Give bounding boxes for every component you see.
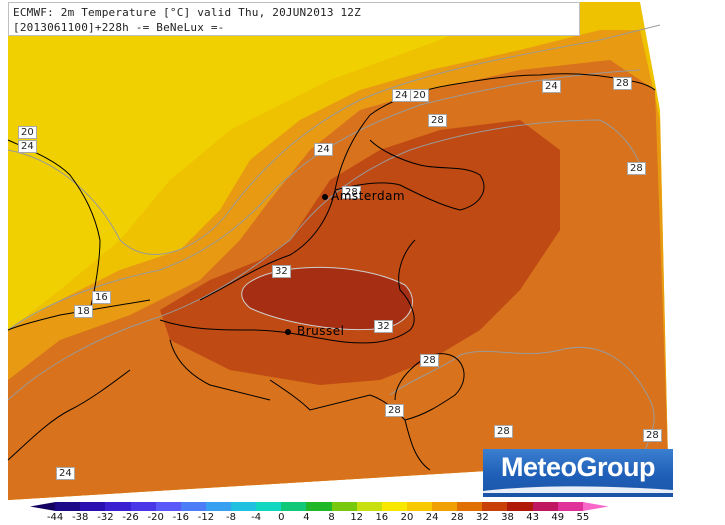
- colorbar-segment: [281, 502, 307, 511]
- colorbar-tick-label: 12: [350, 512, 364, 523]
- colorbar-segment: [381, 502, 408, 511]
- colorbar-segment: [507, 502, 534, 511]
- colorbar-segment: [256, 502, 282, 511]
- colorbar-tick-label: -26: [122, 512, 139, 523]
- colorbar-tick-label: 24: [425, 512, 439, 523]
- colorbar-segment: [532, 502, 559, 511]
- isotherm-label: 24: [314, 143, 333, 156]
- city-label-brussel: Brussel: [297, 324, 345, 338]
- colorbar-segment: [482, 502, 508, 511]
- colorbar-tick-label: 20: [400, 512, 414, 523]
- colorbar-segment: [356, 502, 383, 511]
- colorbar-tick-label: -16: [172, 512, 189, 523]
- isotherm-label: 20: [18, 126, 37, 139]
- colorbar-tick-label: 28: [450, 512, 464, 523]
- isotherm-label: 24: [392, 89, 411, 102]
- colorbar-segment: [457, 502, 483, 511]
- colorbar-tick-label: 43: [526, 512, 539, 523]
- temperature-field-pale: [8, 2, 520, 330]
- isotherm-label: 20: [410, 89, 429, 102]
- isotherm-label: 24: [18, 140, 37, 153]
- colorbar-tick-label: 4: [303, 512, 310, 523]
- header-title: ECMWF: 2m Temperature [°C] valid Thu, 20…: [13, 6, 361, 19]
- colorbar-segment: [55, 502, 81, 511]
- isotherm-label: 28: [428, 114, 447, 127]
- colorbar-tick-label: -44: [46, 512, 64, 523]
- colorbar-tick-label: -8: [226, 512, 237, 523]
- colorbar-segment: [130, 502, 157, 511]
- logo-swoosh-icon: [483, 486, 673, 493]
- colorbar-tick-label: -20: [147, 512, 164, 523]
- colorbar-segment: [80, 502, 106, 511]
- temperature-colorbar: [30, 502, 609, 511]
- logo-text: MeteoGroup: [501, 452, 656, 482]
- country-borders: [7, 73, 656, 471]
- colorbar-segment: [306, 502, 333, 511]
- colorbar-segment: [582, 502, 609, 511]
- colorbar-segment: [180, 502, 207, 511]
- isotherm-label: 28: [613, 77, 632, 90]
- header-run-info: [2013061100]+228h -= BeNeLux =-: [13, 21, 225, 34]
- colorbar-tick-label: -12: [197, 512, 215, 523]
- isotherm-label: 28: [342, 186, 361, 199]
- colorbar-tick-label: 32: [475, 512, 489, 523]
- colorbar-tick-label: 38: [501, 512, 514, 523]
- colorbar-segment: [231, 502, 257, 511]
- city-marker-amsterdam: [322, 194, 328, 200]
- isotherm-label: 24: [56, 467, 75, 480]
- colorbar-segment: [105, 502, 132, 511]
- colorbar-segment: [432, 502, 458, 511]
- isotherm-label: 16: [92, 291, 111, 304]
- isotherm-label: 28: [494, 425, 513, 438]
- colorbar-segment: [557, 502, 584, 511]
- isotherm-label: 32: [272, 265, 291, 278]
- meteogroup-logo: MeteoGroup: [483, 449, 673, 497]
- colorbar-tick-label: 0: [278, 512, 285, 523]
- isotherm-label: 24: [542, 80, 561, 93]
- colorbar-tick-label: 55: [576, 512, 590, 523]
- colorbar-segment: [331, 502, 358, 511]
- colorbar-segment: [30, 502, 56, 511]
- city-label-amsterdam: Amsterdam: [331, 189, 406, 203]
- colorbar-tick-label: -38: [72, 512, 89, 523]
- colorbar-segment: [406, 502, 433, 511]
- colorbar-tick-label: 49: [551, 512, 565, 523]
- colorbar-tick-label: -4: [251, 512, 262, 523]
- isotherm-label: 32: [374, 320, 393, 333]
- colorbar-tick-label: 8: [328, 512, 335, 523]
- map-header: ECMWF: 2m Temperature [°C] valid Thu, 20…: [8, 2, 580, 36]
- isotherm-label: 18: [74, 305, 93, 318]
- colorbar-segment: [205, 502, 232, 511]
- city-marker-brussel: [285, 329, 291, 335]
- isotherm-label: 28: [643, 429, 662, 442]
- temperature-field-32: [241, 267, 413, 330]
- colorbar-tick-label: -32: [97, 512, 114, 523]
- temperature-field-28: [160, 120, 560, 385]
- isotherm-label: 28: [627, 162, 646, 175]
- colorbar-segment: [155, 502, 182, 511]
- isotherm-label: 28: [420, 354, 439, 367]
- colorbar-tick-label: 16: [375, 512, 389, 523]
- isotherm-label: 28: [385, 404, 404, 417]
